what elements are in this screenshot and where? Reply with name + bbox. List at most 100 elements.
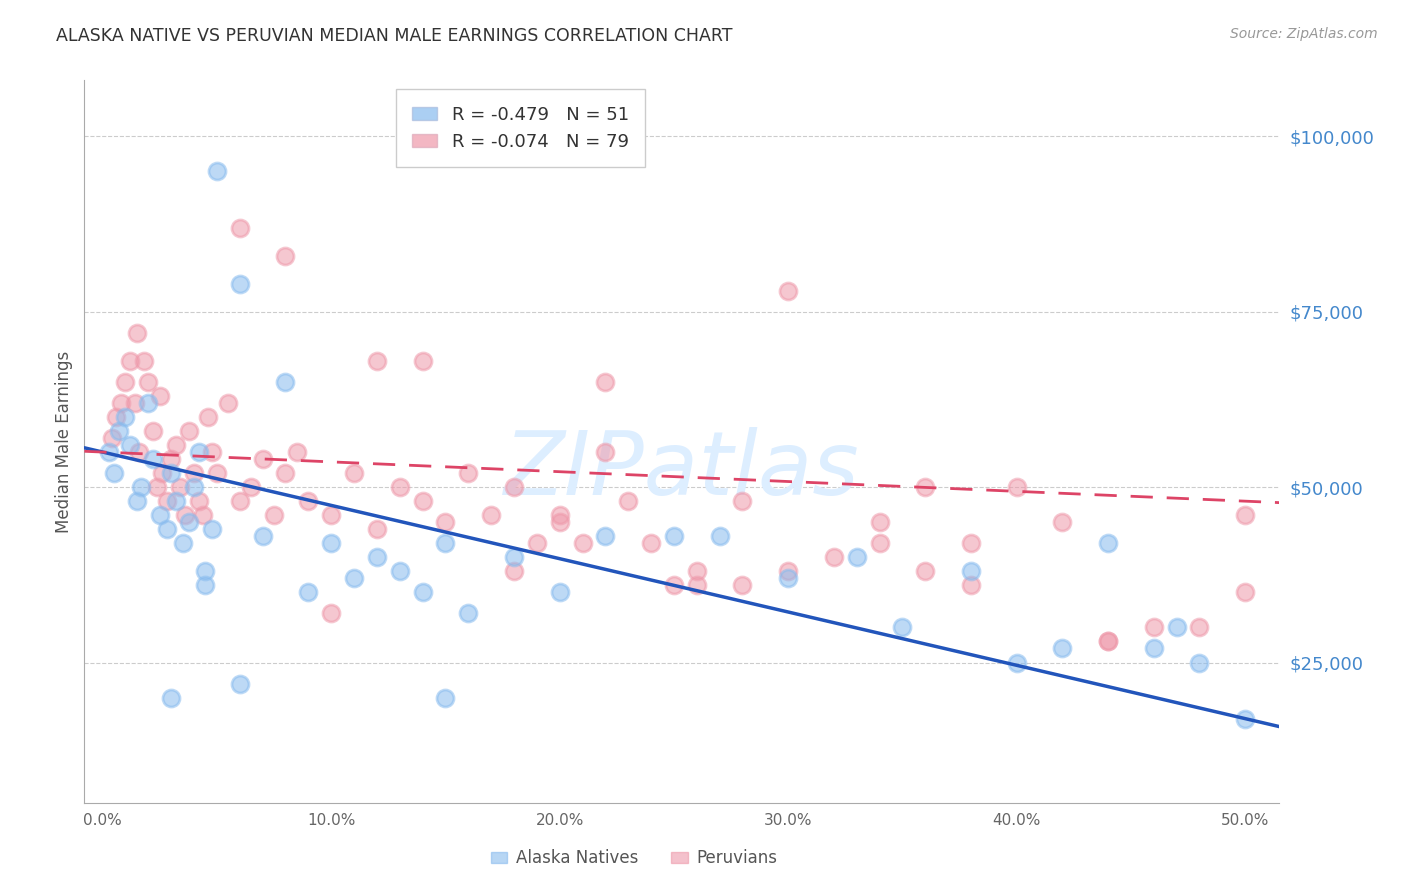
Point xyxy=(101,431,124,445)
Point xyxy=(149,508,172,523)
Point xyxy=(412,494,434,508)
Point xyxy=(869,536,891,550)
Point xyxy=(1143,641,1166,656)
Point xyxy=(869,515,891,529)
Point xyxy=(274,249,297,263)
Point xyxy=(366,522,388,536)
Point xyxy=(201,445,224,459)
Point xyxy=(434,515,457,529)
Point xyxy=(1188,656,1211,670)
Point xyxy=(434,536,457,550)
Point xyxy=(503,480,526,494)
Point xyxy=(174,508,197,523)
Point xyxy=(479,508,502,523)
Point xyxy=(595,529,617,543)
Point xyxy=(778,284,800,298)
Point xyxy=(179,515,201,529)
Point xyxy=(321,607,343,621)
Point xyxy=(778,564,800,578)
Point xyxy=(285,445,308,459)
Y-axis label: Median Male Earnings: Median Male Earnings xyxy=(55,351,73,533)
Point xyxy=(891,620,914,634)
Point xyxy=(778,571,800,585)
Point xyxy=(457,466,479,480)
Point xyxy=(526,536,548,550)
Point xyxy=(297,494,319,508)
Point xyxy=(229,277,252,291)
Point xyxy=(120,438,142,452)
Point xyxy=(571,536,593,550)
Point xyxy=(914,564,936,578)
Point xyxy=(105,409,128,424)
Point xyxy=(193,508,215,523)
Point xyxy=(686,564,709,578)
Point xyxy=(731,578,754,592)
Point xyxy=(125,326,148,340)
Point xyxy=(1052,515,1074,529)
Point xyxy=(617,494,640,508)
Point xyxy=(128,445,150,459)
Point xyxy=(205,466,228,480)
Point xyxy=(1166,620,1188,634)
Point xyxy=(142,452,165,467)
Point xyxy=(548,585,571,599)
Point xyxy=(197,409,219,424)
Point xyxy=(160,452,183,467)
Text: ZIPatlas: ZIPatlas xyxy=(505,427,859,514)
Point xyxy=(138,375,160,389)
Point xyxy=(156,522,179,536)
Point xyxy=(252,452,274,467)
Point xyxy=(1005,480,1028,494)
Point xyxy=(274,466,297,480)
Point xyxy=(1234,712,1257,726)
Point xyxy=(201,522,224,536)
Point xyxy=(165,438,187,452)
Point xyxy=(388,564,411,578)
Point xyxy=(1097,536,1119,550)
Point xyxy=(110,396,132,410)
Point xyxy=(150,466,173,480)
Point xyxy=(229,494,252,508)
Point xyxy=(1052,641,1074,656)
Point xyxy=(686,578,709,592)
Point xyxy=(343,466,366,480)
Point xyxy=(125,494,148,508)
Point xyxy=(1005,656,1028,670)
Point xyxy=(388,480,411,494)
Point xyxy=(709,529,731,543)
Point xyxy=(103,466,125,480)
Point xyxy=(160,466,183,480)
Point xyxy=(217,396,239,410)
Point xyxy=(274,375,297,389)
Point xyxy=(1097,634,1119,648)
Point xyxy=(823,550,845,565)
Point xyxy=(252,529,274,543)
Point xyxy=(98,445,121,459)
Point xyxy=(114,375,136,389)
Point xyxy=(142,424,165,438)
Point xyxy=(1097,634,1119,648)
Point xyxy=(240,480,263,494)
Point xyxy=(229,676,252,690)
Point xyxy=(960,578,983,592)
Point xyxy=(183,466,205,480)
Point xyxy=(595,375,617,389)
Point xyxy=(114,409,136,424)
Point xyxy=(845,550,868,565)
Point xyxy=(366,550,388,565)
Point xyxy=(149,389,172,403)
Point xyxy=(731,494,754,508)
Point xyxy=(187,445,209,459)
Legend: Alaska Natives, Peruvians: Alaska Natives, Peruvians xyxy=(484,843,785,874)
Point xyxy=(503,564,526,578)
Point xyxy=(165,494,187,508)
Point xyxy=(183,480,205,494)
Point xyxy=(172,536,194,550)
Point xyxy=(146,480,169,494)
Point xyxy=(914,480,936,494)
Point xyxy=(297,585,319,599)
Point xyxy=(160,690,183,705)
Point xyxy=(194,564,217,578)
Point xyxy=(548,508,571,523)
Point xyxy=(662,578,685,592)
